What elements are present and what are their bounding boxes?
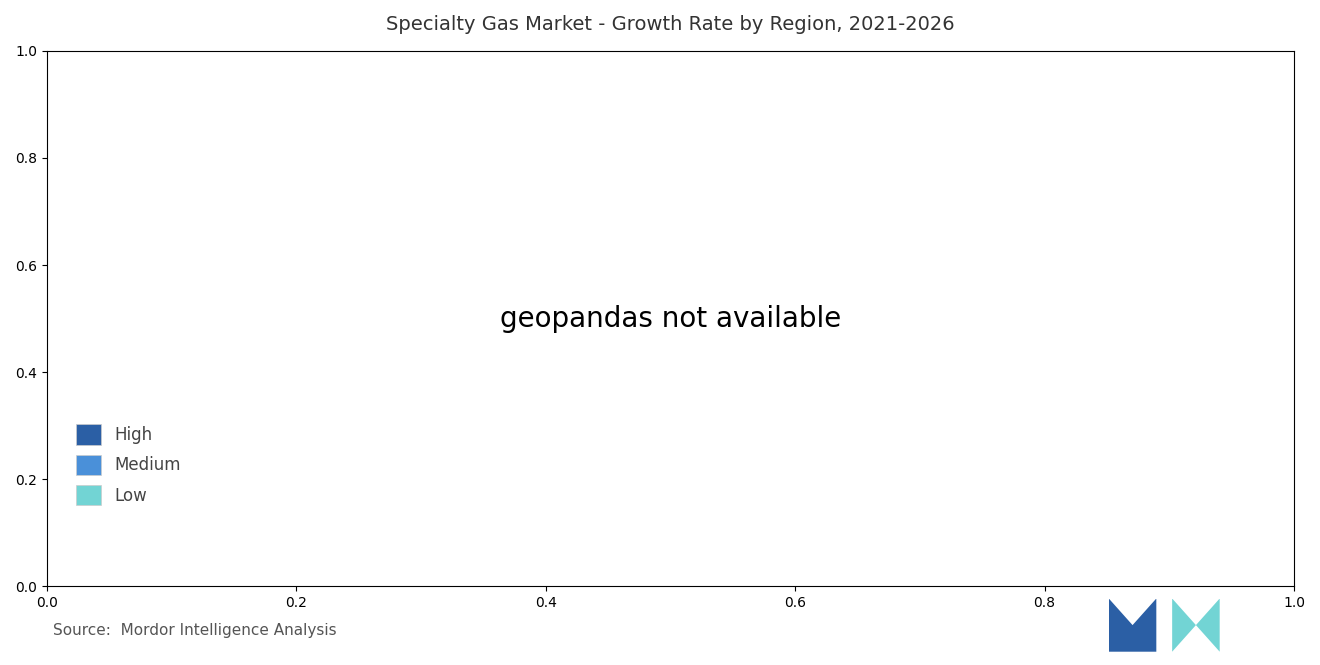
- Text: geopandas not available: geopandas not available: [500, 305, 841, 332]
- Legend: High, Medium, Low: High, Medium, Low: [67, 416, 189, 514]
- Text: Source:  Mordor Intelligence Analysis: Source: Mordor Intelligence Analysis: [53, 623, 337, 638]
- Title: Specialty Gas Market - Growth Rate by Region, 2021-2026: Specialty Gas Market - Growth Rate by Re…: [385, 15, 954, 34]
